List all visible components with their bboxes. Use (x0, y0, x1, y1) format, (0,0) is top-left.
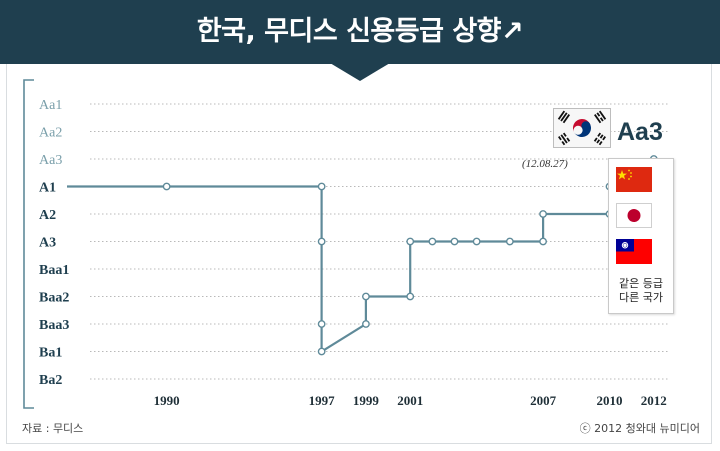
x-tick-label: 1999 (353, 393, 380, 408)
data-point (162, 182, 171, 191)
callout-rating: Aa3 (617, 118, 663, 146)
y-tick-label: Baa3 (39, 318, 69, 333)
china-flag-icon (616, 167, 652, 192)
copyright-note: ⓒ 2012 청와대 뉴미디어 (579, 422, 700, 435)
y-tick-label: A2 (39, 208, 56, 223)
y-tick-label: Ba1 (39, 346, 62, 361)
title-banner: 한국, 무디스 신용등급 상향↗ (0, 0, 720, 64)
legend-caption: 같은 등급 다른 국가 (609, 277, 673, 305)
y-tick-label: Aa2 (39, 126, 62, 141)
y-tick-label: Aa3 (39, 153, 62, 168)
data-point (317, 237, 326, 246)
x-tick-label: 2007 (530, 393, 557, 408)
y-tick-label: Baa2 (39, 291, 69, 306)
legend-box: 같은 등급 다른 국가 (608, 158, 674, 314)
data-point (450, 237, 459, 246)
x-tick-label: 2001 (397, 393, 423, 408)
y-tick-label: A1 (39, 181, 56, 196)
data-point (472, 237, 481, 246)
y-tick-label: Baa1 (39, 263, 69, 278)
japan-flag-icon (616, 203, 652, 228)
banner-notch (330, 63, 390, 81)
x-tick-label: 1997 (309, 393, 336, 408)
south-korea-flag-icon (553, 108, 611, 148)
page-title: 한국, 무디스 신용등급 상향↗ (196, 16, 524, 47)
data-point (362, 292, 370, 301)
legend-caption-line1: 같은 등급 (619, 277, 663, 290)
taiwan-flag-icon (616, 239, 652, 264)
data-point (317, 182, 326, 191)
data-point (428, 237, 437, 246)
data-point (539, 237, 547, 246)
x-tick-label: 1990 (154, 393, 180, 408)
data-point (317, 320, 326, 328)
y-tick-label: Ba2 (39, 373, 62, 388)
data-point (362, 320, 370, 328)
data-point (317, 347, 326, 356)
rating-line (67, 159, 655, 354)
data-point (505, 237, 514, 246)
x-tick-label: 2012 (641, 393, 667, 408)
source-note: 자료 : 무디스 (22, 422, 84, 435)
x-tick-label: 2010 (597, 393, 623, 408)
data-point (539, 210, 547, 218)
data-point (406, 237, 415, 246)
page-frame (6, 64, 712, 444)
y-tick-label: Aa1 (39, 98, 62, 113)
callout-date: (12.08.27) (522, 158, 568, 170)
data-point (406, 292, 415, 301)
y-tick-label: A3 (39, 236, 56, 251)
axis-bracket (23, 79, 34, 409)
legend-caption-line2: 다른 국가 (619, 291, 663, 304)
